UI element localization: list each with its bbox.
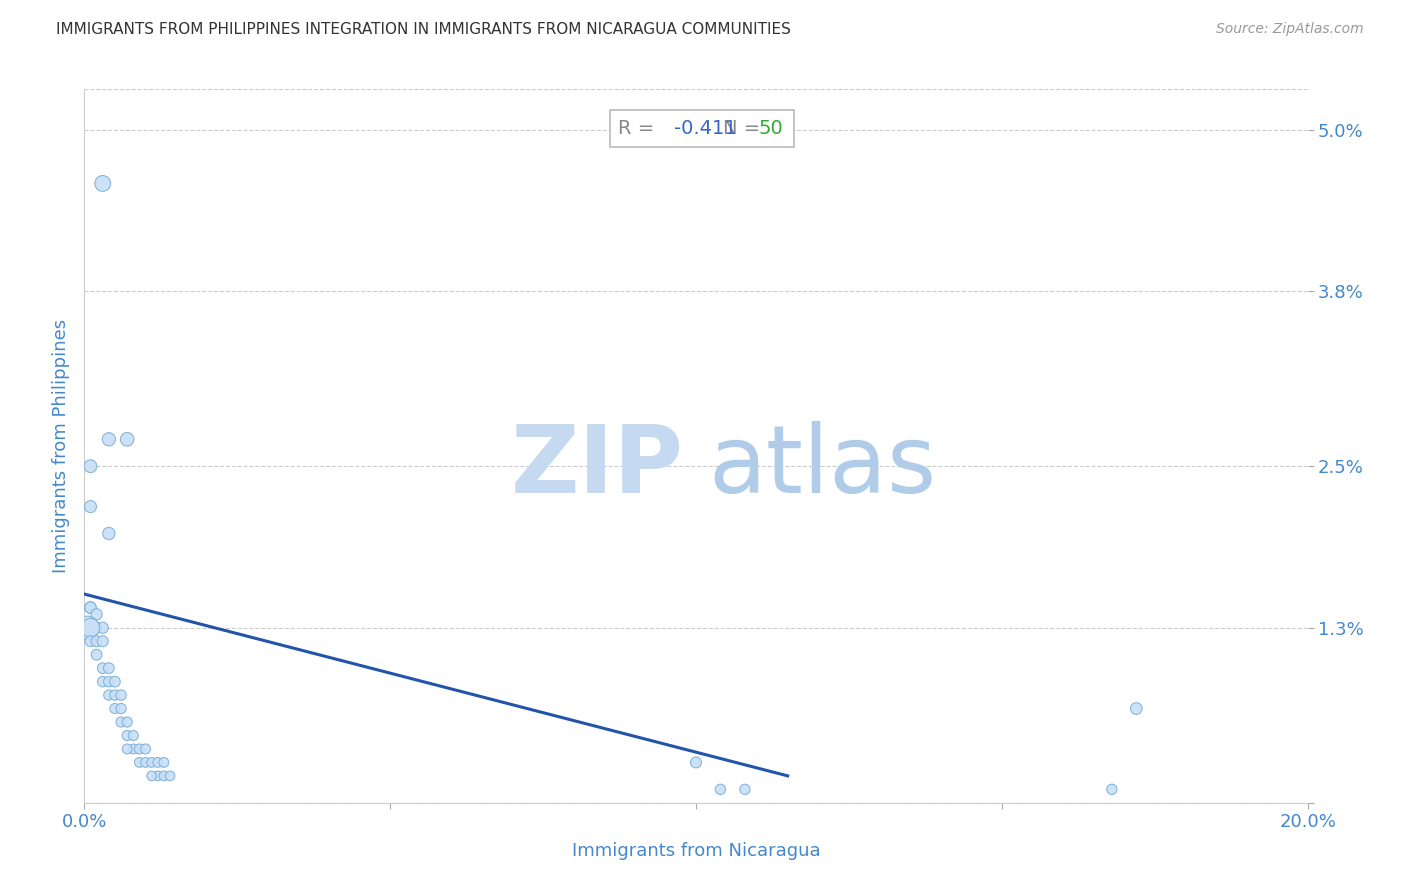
Point <box>97 661 120 675</box>
Point <box>79 621 101 635</box>
Point <box>122 729 145 743</box>
Point <box>115 742 138 756</box>
Text: IMMIGRANTS FROM PHILIPPINES INTEGRATION IN IMMIGRANTS FROM NICARAGUA COMMUNITIES: IMMIGRANTS FROM PHILIPPINES INTEGRATION … <box>56 22 792 37</box>
X-axis label: Immigrants from Nicaragua: Immigrants from Nicaragua <box>572 842 820 860</box>
Point <box>76 621 98 635</box>
Point <box>159 769 181 783</box>
Point <box>97 688 120 702</box>
Point <box>135 756 157 770</box>
Point <box>153 769 176 783</box>
Point <box>91 177 114 191</box>
Point <box>91 661 114 675</box>
Point <box>146 769 169 783</box>
Point <box>146 756 169 770</box>
Point <box>153 756 176 770</box>
Point <box>1101 782 1123 797</box>
Point <box>115 729 138 743</box>
Point <box>685 756 707 770</box>
Point <box>97 526 120 541</box>
Point <box>128 756 150 770</box>
Point <box>97 674 120 689</box>
Point <box>110 688 132 702</box>
Point <box>1125 701 1147 715</box>
Point <box>91 621 114 635</box>
Point <box>122 742 145 756</box>
Point <box>79 600 101 615</box>
Point <box>115 714 138 729</box>
Point <box>734 782 756 797</box>
Point <box>709 782 731 797</box>
Text: 50: 50 <box>758 119 783 138</box>
Text: atlas: atlas <box>709 421 936 514</box>
Text: -0.411: -0.411 <box>673 119 737 138</box>
Text: R =           N =: R = N = <box>619 119 786 138</box>
Point <box>86 621 108 635</box>
Point <box>115 432 138 446</box>
Point <box>91 674 114 689</box>
Point <box>135 742 157 756</box>
Point <box>110 701 132 715</box>
Point <box>141 756 163 770</box>
Point <box>79 621 101 635</box>
Point <box>86 634 108 648</box>
Point <box>110 714 132 729</box>
Point <box>79 459 101 474</box>
Text: Source: ZipAtlas.com: Source: ZipAtlas.com <box>1216 22 1364 37</box>
Point <box>91 634 114 648</box>
Point <box>97 432 120 446</box>
Point <box>79 600 101 615</box>
Point <box>104 688 127 702</box>
Y-axis label: Immigrants from Philippines: Immigrants from Philippines <box>52 319 70 573</box>
Text: ZIP: ZIP <box>510 421 683 514</box>
Point <box>86 648 108 662</box>
Point <box>86 607 108 622</box>
Point <box>104 701 127 715</box>
Point <box>141 769 163 783</box>
Point <box>79 634 101 648</box>
Point <box>79 500 101 514</box>
Point <box>104 674 127 689</box>
Point <box>128 742 150 756</box>
